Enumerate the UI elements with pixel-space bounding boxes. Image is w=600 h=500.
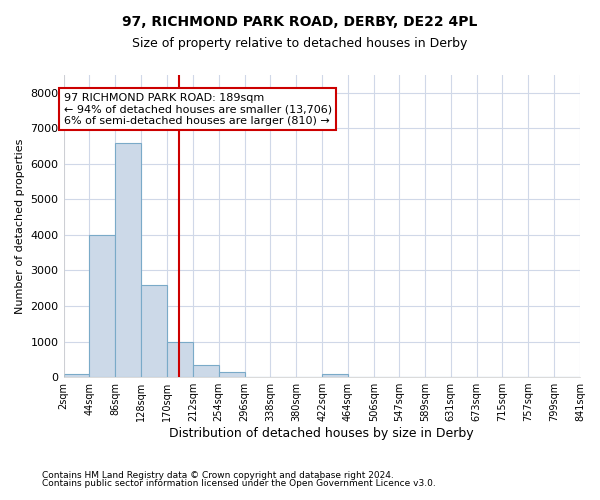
Text: Contains public sector information licensed under the Open Government Licence v3: Contains public sector information licen…	[42, 478, 436, 488]
Y-axis label: Number of detached properties: Number of detached properties	[15, 138, 25, 314]
Bar	[141, 284, 167, 377]
Bar	[167, 342, 193, 377]
Bar	[89, 235, 115, 377]
Text: 97, RICHMOND PARK ROAD, DERBY, DE22 4PL: 97, RICHMOND PARK ROAD, DERBY, DE22 4PL	[122, 15, 478, 29]
Text: 97 RICHMOND PARK ROAD: 189sqm
← 94% of detached houses are smaller (13,706)
6% o: 97 RICHMOND PARK ROAD: 189sqm ← 94% of d…	[64, 93, 332, 126]
Bar	[322, 374, 348, 377]
X-axis label: Distribution of detached houses by size in Derby: Distribution of detached houses by size …	[169, 427, 474, 440]
Bar	[64, 374, 89, 377]
Text: Size of property relative to detached houses in Derby: Size of property relative to detached ho…	[133, 38, 467, 51]
Text: Contains HM Land Registry data © Crown copyright and database right 2024.: Contains HM Land Registry data © Crown c…	[42, 471, 394, 480]
Bar	[218, 372, 245, 377]
Bar	[193, 366, 218, 377]
Bar	[115, 142, 141, 377]
